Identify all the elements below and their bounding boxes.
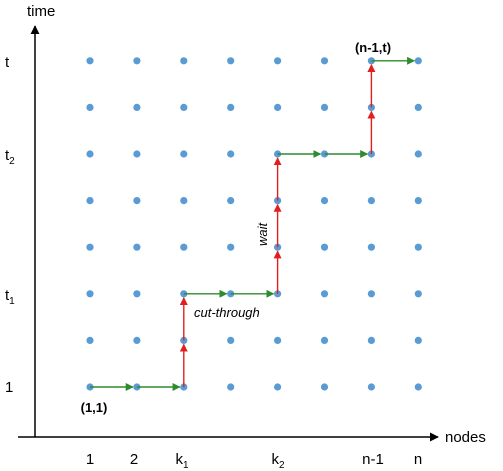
x-tick-n-1: n-1 [362, 451, 384, 468]
y-tick-t2: t2 [5, 147, 15, 167]
y-axis-title: time [27, 3, 55, 20]
grid-point [367, 290, 375, 298]
x-tick-k2: k2 [271, 451, 285, 471]
grid-point [320, 243, 329, 251]
grid-point [133, 336, 141, 344]
x-axis-title: nodes [445, 429, 486, 446]
grid-point [133, 150, 141, 158]
grid-point [133, 57, 141, 65]
grid-point [133, 197, 141, 205]
y-tick-1: 1 [5, 379, 13, 396]
grid-point [320, 336, 329, 344]
x-tick-k1: k1 [175, 451, 189, 471]
x-tick-n: n [414, 451, 422, 468]
grid-point [180, 150, 188, 158]
grid-point [274, 383, 282, 391]
grid-point [86, 290, 94, 298]
grid-point [320, 383, 329, 391]
grid-point [367, 197, 375, 205]
grid-point [367, 336, 375, 344]
grid-point [86, 336, 94, 344]
grid-point [227, 336, 235, 344]
grid-point [414, 57, 422, 65]
grid-point [414, 103, 422, 111]
grid-point [227, 290, 235, 298]
y-tick-t: t [5, 54, 10, 71]
grid-point [320, 103, 329, 111]
grid-point [414, 383, 422, 391]
grid-point [320, 57, 329, 65]
grid-point [86, 150, 94, 158]
grid-point [86, 243, 94, 251]
grid-point [133, 243, 141, 251]
grid-point [227, 57, 235, 65]
x-tick-2: 2 [130, 451, 138, 468]
grid-point [227, 197, 235, 205]
end-label: (n-1,t) [355, 40, 391, 55]
grid-point [133, 103, 141, 111]
routing-path [90, 56, 416, 391]
start-label: (1,1) [81, 400, 108, 415]
grid-point [274, 103, 282, 111]
wait-label: wait [255, 221, 270, 246]
grid-point [274, 336, 282, 344]
grid-point [274, 57, 282, 65]
y-tick-t1: t1 [5, 287, 15, 307]
grid-point [414, 336, 422, 344]
grid-point [180, 290, 188, 298]
grid-point [227, 383, 235, 391]
grid-points [86, 57, 422, 391]
grid-point [367, 383, 375, 391]
grid-point [367, 243, 375, 251]
grid-point [414, 150, 422, 158]
grid-point [180, 103, 188, 111]
grid-point [227, 243, 235, 251]
grid-point [180, 57, 188, 65]
x-tick-1: 1 [86, 451, 94, 468]
grid-point [227, 150, 235, 158]
grid-point [86, 103, 94, 111]
grid-point [414, 197, 422, 205]
grid-point [414, 243, 422, 251]
grid-point [414, 290, 422, 298]
grid-point [86, 57, 94, 65]
grid-point [180, 243, 188, 251]
grid-point [320, 197, 329, 205]
grid-point [227, 103, 235, 111]
grid-point [133, 290, 141, 298]
grid-point [86, 197, 94, 205]
grid-point [180, 197, 188, 205]
grid-point [320, 290, 329, 298]
cut-through-label: cut-through [194, 305, 260, 320]
